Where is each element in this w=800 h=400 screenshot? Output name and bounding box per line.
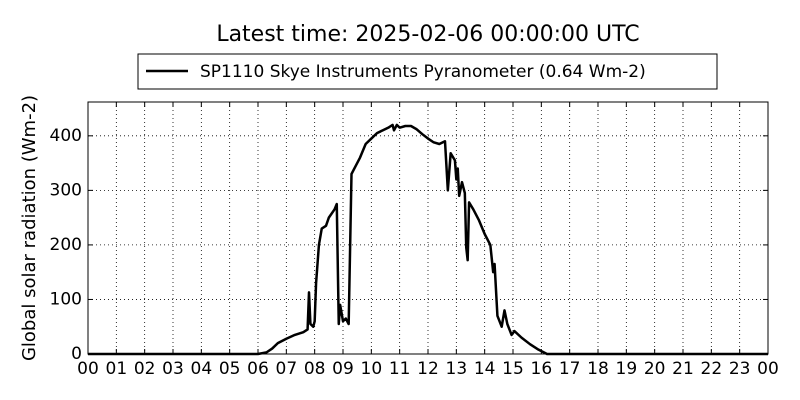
x-tick-label: 01: [106, 359, 128, 379]
x-tick-label: 03: [162, 359, 184, 379]
y-tick-label: 400: [50, 126, 82, 146]
x-tick-label: 07: [276, 359, 298, 379]
legend-label: SP1110 Skye Instruments Pyranometer (0.6…: [200, 62, 646, 82]
y-tick-label: 100: [50, 289, 82, 309]
x-tick-label: 00: [77, 359, 99, 379]
x-tick-label: 21: [672, 359, 694, 379]
x-tick-label: 11: [389, 359, 411, 379]
x-tick-label: 02: [134, 359, 156, 379]
x-tick-label: 20: [644, 359, 666, 379]
x-tick-label: 18: [587, 359, 609, 379]
x-tick-label: 22: [701, 359, 723, 379]
x-tick-label: 16: [531, 359, 553, 379]
x-tick-label: 19: [616, 359, 638, 379]
x-tick-label: 00: [757, 359, 779, 379]
y-axis-label: Global solar radiation (Wm-2): [19, 95, 40, 361]
x-tick-label: 14: [474, 359, 496, 379]
y-tick-label: 200: [50, 235, 82, 255]
chart-title: Latest time: 2025-02-06 00:00:00 UTC: [216, 22, 639, 47]
x-tick-label: 06: [247, 359, 269, 379]
x-tick-label: 08: [304, 359, 326, 379]
y-tick-label: 0: [71, 344, 82, 364]
legend-box: [137, 53, 718, 90]
x-tick-label: 17: [559, 359, 581, 379]
x-tick-label: 13: [446, 359, 468, 379]
plot-frame: [87, 101, 769, 355]
x-tick-label: 12: [417, 359, 439, 379]
x-tick-label: 04: [191, 359, 213, 379]
y-tick-label: 300: [50, 180, 82, 200]
x-tick-label: 23: [729, 359, 751, 379]
x-tick-label: 09: [332, 359, 354, 379]
x-tick-label: 10: [361, 359, 383, 379]
data-line: [88, 123, 768, 356]
x-tick-label: 05: [219, 359, 241, 379]
x-tick-label: 15: [502, 359, 524, 379]
